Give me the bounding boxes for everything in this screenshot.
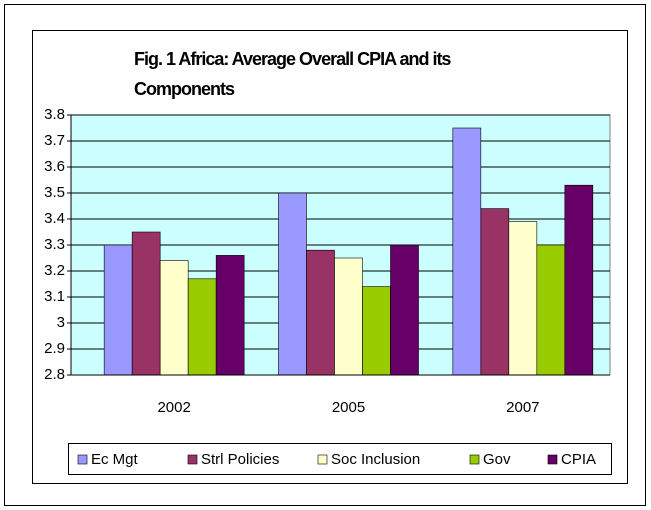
bar (103, 244, 133, 376)
bar (390, 244, 419, 376)
bar (334, 257, 363, 376)
y-tick-label: 3.6 (44, 158, 65, 175)
y-tick-label: 3.3 (44, 236, 65, 253)
bar (564, 184, 594, 376)
y-tick-label: 3.2 (44, 262, 65, 279)
bar (480, 208, 510, 376)
legend-label: CPIA (561, 451, 596, 468)
y-tick-label: 2.8 (44, 366, 65, 383)
x-tick-label: 2002 (157, 399, 190, 416)
legend-swatch (469, 454, 480, 465)
bar (131, 231, 161, 376)
bar (215, 255, 245, 376)
legend-box (68, 443, 612, 475)
y-tick-label: 3.1 (44, 288, 65, 305)
y-tick-label: 3.8 (44, 106, 65, 123)
bar (306, 249, 335, 376)
legend-label: Soc Inclusion (331, 451, 420, 468)
y-tick-label: 3.4 (44, 210, 65, 227)
bar (536, 244, 566, 376)
bar (508, 221, 538, 376)
bar (159, 260, 189, 376)
bar (278, 192, 307, 376)
legend-swatch (547, 454, 558, 465)
legend-label: Ec Mgt (91, 451, 139, 468)
legend-swatch (187, 454, 198, 465)
outer-border (4, 4, 646, 506)
y-tick-label: 3.5 (44, 184, 65, 201)
chart-title: Fig. 1 Africa: Average Overall CPIA and … (134, 49, 451, 99)
y-tick-label: 2.9 (44, 340, 65, 357)
legend-label: Gov (483, 451, 511, 468)
legend-swatch (317, 454, 328, 465)
x-tick-label: 2005 (332, 399, 365, 416)
bar (362, 286, 391, 376)
bar (452, 127, 482, 376)
x-tick-label: 2007 (506, 399, 539, 416)
bar (187, 278, 217, 376)
y-tick-label: 3 (57, 314, 65, 331)
y-tick-label: 3.7 (44, 132, 65, 149)
legend-swatch (77, 454, 88, 465)
legend-label: Strl Policies (201, 451, 279, 468)
